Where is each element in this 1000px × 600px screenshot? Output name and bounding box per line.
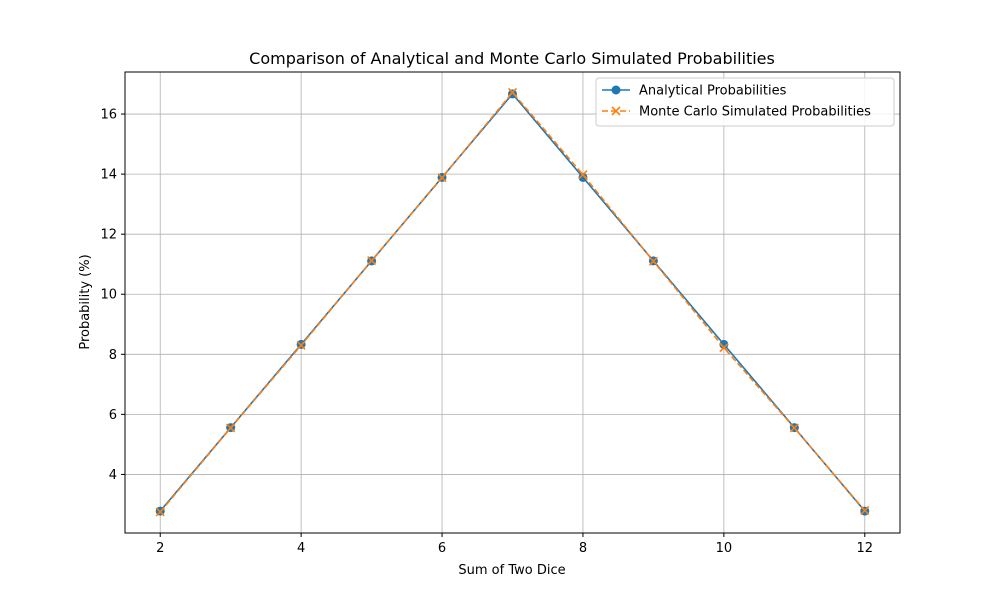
series-2 <box>155 87 870 517</box>
series-layer <box>155 87 870 517</box>
y-tick-label: 12 <box>100 228 117 243</box>
x-tick-label: 6 <box>438 541 446 556</box>
legend: Analytical Probabilities Monte Carlo Simu… <box>595 77 895 127</box>
y-tick-label: 10 <box>100 288 117 303</box>
data-point <box>367 256 377 266</box>
legend-box <box>595 77 895 127</box>
y-axis-label: Probability (%) <box>78 254 93 349</box>
series-line <box>159 92 866 512</box>
data-point <box>719 339 729 349</box>
data-point <box>578 170 588 180</box>
x-tick-label: 2 <box>156 541 164 556</box>
x-tick-label: 8 <box>579 541 587 556</box>
y-tick-label: 16 <box>100 108 117 123</box>
legend-label: Monte Carlo Simulated Probabilities <box>639 105 871 120</box>
legend-label: Analytical Probabilities <box>639 84 787 99</box>
axis-ticks: 2 4 6 8 10 12 4 6 8 10 12 14 16 <box>100 108 873 556</box>
legend-marker <box>611 106 621 116</box>
data-point <box>507 87 518 97</box>
y-tick-label: 4 <box>109 468 117 483</box>
legend-item: Analytical Probabilities <box>602 84 787 99</box>
legend-marker <box>611 85 621 95</box>
x-tick-label: 12 <box>856 541 873 556</box>
y-tick-label: 8 <box>109 348 117 363</box>
data-point <box>860 505 870 516</box>
plot-area-frame <box>124 71 901 534</box>
data-point <box>226 423 236 433</box>
data-point <box>296 340 306 350</box>
x-tick-label: 10 <box>716 541 733 556</box>
data-point <box>719 343 729 353</box>
data-point <box>437 173 447 183</box>
grid-lines <box>125 72 900 533</box>
data-point <box>789 423 799 433</box>
data-point <box>648 256 658 266</box>
x-tick-label: 4 <box>297 541 305 556</box>
x-axis-label: Sum of Two Dice <box>458 563 565 578</box>
data-point <box>578 172 588 182</box>
data-point <box>155 507 165 517</box>
legend-item: Monte Carlo Simulated Probabilities <box>602 105 871 120</box>
y-tick-label: 14 <box>100 168 117 183</box>
chart-title: Comparison of Analytical and Monte Carlo… <box>249 49 775 68</box>
series-line <box>159 91 866 513</box>
y-tick-label: 6 <box>109 408 117 423</box>
series-1 <box>155 89 870 516</box>
